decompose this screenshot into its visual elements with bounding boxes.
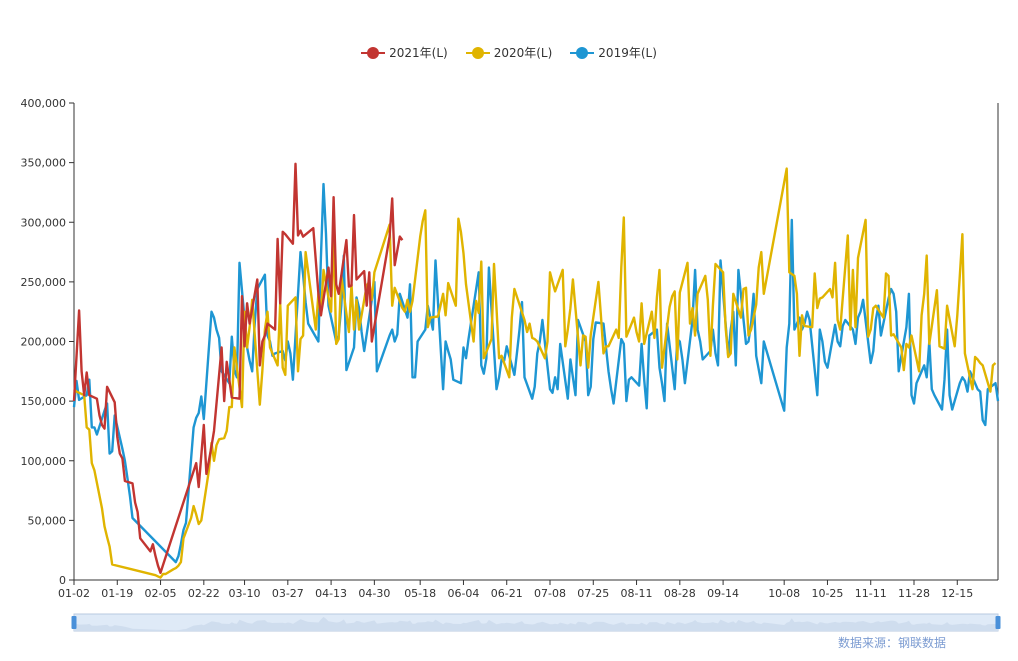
- x-tick-label: 10-08: [768, 587, 800, 600]
- x-tick-label: 03-10: [229, 587, 261, 600]
- axes: 0 50,000 100,000 150,000 200,000 250,000 300,0…: [21, 97, 999, 600]
- slider-handle-left[interactable]: [71, 616, 77, 629]
- x-tick-label: 06-04: [447, 587, 479, 600]
- x-tick-label: 11-28: [898, 587, 930, 600]
- x-tick-label: 07-25: [577, 587, 609, 600]
- x-tick-label: 01-19: [101, 587, 133, 600]
- x-tick-label: 04-30: [358, 587, 390, 600]
- x-tick-label: 10-25: [811, 587, 843, 600]
- data-source-note: 数据来源：钢联数据: [838, 636, 947, 650]
- legend-marker: [570, 46, 595, 59]
- x-tick-label: 02-22: [188, 587, 220, 600]
- y-tick-label: 400,000: [21, 97, 67, 110]
- series-layer: [72, 162, 1000, 579]
- x-tick-label: 04-13: [315, 587, 347, 600]
- legend: 2021年(L) 2020年(L) 2019年(L): [0, 44, 1018, 61]
- legend-label: 2021年(L): [389, 46, 448, 60]
- x-tick-label: 06-21: [491, 587, 523, 600]
- legend-item[interactable]: 2021年(L): [361, 44, 448, 61]
- x-tick-label: 07-08: [534, 587, 566, 600]
- x-tick-label: 05-18: [404, 587, 436, 600]
- legend-label: 2020年(L): [493, 46, 553, 60]
- datazoom-slider[interactable]: [71, 613, 1001, 632]
- y-tick-label: 200,000: [21, 336, 67, 349]
- y-tick-label: 150,000: [21, 395, 67, 408]
- y-tick-label: 100,000: [21, 455, 67, 468]
- series-line: [72, 182, 1000, 564]
- legend-item[interactable]: 2019年(L): [570, 44, 657, 61]
- x-tick-label: 11-11: [855, 587, 887, 600]
- y-tick-label: 250,000: [21, 276, 67, 289]
- x-tick-label: 09-14: [707, 587, 739, 600]
- legend-marker: [465, 46, 490, 59]
- x-tick-label: 01-02: [58, 587, 90, 600]
- slider-preview: [74, 616, 998, 631]
- x-tick-label: 12-15: [941, 587, 973, 600]
- x-tick-label: 03-27: [272, 587, 304, 600]
- legend-marker: [361, 46, 386, 59]
- slider-selection: [74, 614, 998, 631]
- y-tick-label: 50,000: [28, 514, 67, 527]
- series-line: [73, 167, 997, 579]
- x-tick-label: 02-05: [145, 587, 177, 600]
- y-tick-label: 300,000: [21, 216, 67, 229]
- x-tick-label: 08-28: [664, 587, 696, 600]
- series-line: [72, 162, 404, 574]
- slider-handle-right[interactable]: [995, 616, 1001, 629]
- legend-item[interactable]: 2020年(L): [465, 44, 553, 61]
- y-tick-label: 0: [59, 574, 66, 587]
- y-tick-label: 350,000: [21, 157, 67, 170]
- legend-label: 2019年(L): [598, 46, 657, 60]
- x-tick-label: 08-11: [621, 587, 653, 600]
